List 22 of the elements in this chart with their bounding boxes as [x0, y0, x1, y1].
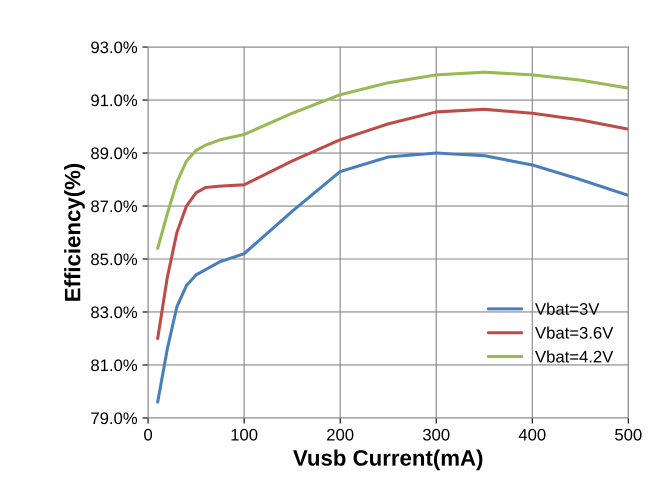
x-tick-label: 100: [231, 428, 258, 441]
legend-label: Vbat=3V: [535, 302, 600, 315]
y-tick-label: 93.0%: [91, 41, 138, 54]
y-tick-label: 85.0%: [91, 253, 138, 266]
x-tick-label: 0: [144, 428, 152, 441]
line-series: [156, 70, 628, 250]
line-series: [156, 108, 628, 340]
legend-label: Vbat=4.2V: [535, 350, 614, 363]
x-tick-label: 200: [327, 428, 354, 441]
y-tick-label: 83.0%: [91, 306, 138, 318]
legend-label: Vbat=3.6V: [535, 326, 614, 339]
x-tick-label: 400: [518, 428, 546, 441]
y-tick-label: 91.0%: [91, 94, 138, 106]
y-tick-label: 79.0%: [91, 412, 138, 424]
x-tick-label: 500: [615, 428, 642, 441]
x-axis-title: Vusb Current(mA): [293, 449, 482, 470]
y-axis-title: Efficiency(%): [64, 164, 85, 301]
y-tick-label: 81.0%: [91, 359, 138, 372]
x-tick-label: 300: [422, 428, 450, 441]
y-tick-label: 87.0%: [91, 200, 138, 212]
y-tick-label: 89.0%: [91, 147, 138, 160]
line-series: [156, 151, 628, 404]
